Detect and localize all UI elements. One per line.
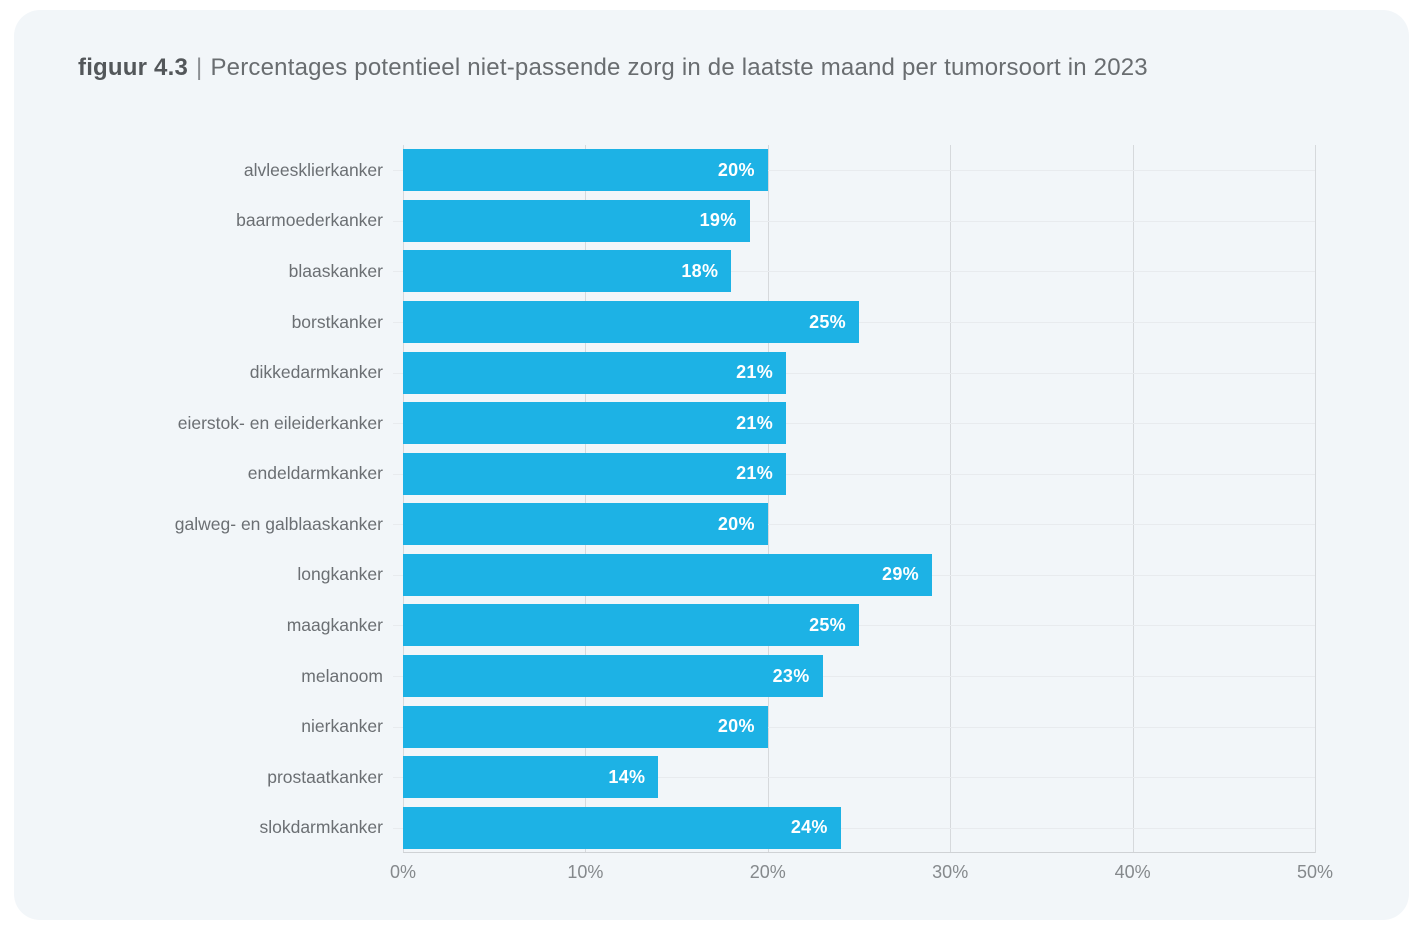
chart-body: alvleesklierkanker baarmoederkanker blaask… — [78, 145, 1316, 854]
x-tick-label: 40% — [1114, 862, 1151, 882]
bar-chart: alvleesklierkanker baarmoederkanker blaask… — [78, 145, 1333, 889]
bar-nierkanker[interactable]: 20% — [403, 705, 768, 748]
bar-borstkanker[interactable]: 25% — [403, 301, 859, 344]
category-label: borstkanker — [291, 311, 383, 332]
figure-title: figuur 4.3 | Percentages potentieel niet-p… — [78, 54, 1148, 82]
bar-value-label: 18% — [681, 260, 719, 281]
bar-value-label: 20% — [717, 159, 755, 180]
bar-row: 20% — [393, 499, 1315, 550]
bar-value-label: 21% — [736, 463, 774, 484]
bar-row: 25% — [393, 297, 1315, 348]
bar-baarmoederkanker[interactable]: 19% — [403, 199, 750, 242]
x-tick-label: 50% — [1296, 862, 1334, 882]
bar-value-label: 21% — [736, 412, 774, 433]
row-gridline — [393, 827, 1315, 829]
bar-value-label: 24% — [790, 817, 828, 838]
bar-row: 21% — [393, 347, 1315, 398]
value-axis: 0% 10% 20% 30% 40% 50% — [390, 853, 1333, 889]
bar-row: 25% — [393, 600, 1315, 651]
x-tick-label: 10% — [567, 862, 604, 882]
bar-row: 23% — [393, 651, 1315, 702]
row-gridline — [393, 220, 1315, 222]
category-label: eierstok- en eileiderkanker — [177, 412, 383, 433]
row-gridline — [393, 473, 1315, 475]
gridline-0% — [403, 145, 404, 853]
bar-slokdarmkanker[interactable]: 24% — [403, 806, 841, 849]
bar-row: 19% — [393, 196, 1315, 247]
gridline-50% — [1315, 145, 1316, 853]
category-label: galweg- en galblaaskanker — [174, 513, 383, 534]
x-tick-label: 20% — [749, 862, 786, 882]
bar-rows: 20% 19% 18% 25% 21% 21% 21% 20% 29% 25% 23% 20% 14% 2… — [393, 145, 1315, 854]
bar-longkanker[interactable]: 29% — [403, 553, 932, 596]
bar-row: 29% — [393, 550, 1315, 601]
bar-value-label: 25% — [809, 614, 846, 635]
category-label: melanoom — [301, 665, 383, 686]
bar-row: 20% — [393, 701, 1315, 752]
plot-area: 20% 19% 18% 25% 21% 21% 21% 20% 29% 25% 23% 20% 14% 2… — [393, 145, 1316, 854]
title-text: Percentages potentieel niet-passende zor… — [210, 54, 1148, 81]
gridline-10% — [585, 145, 587, 853]
category-label: dikkedarmkanker — [249, 362, 383, 383]
bar-blaaskanker[interactable]: 18% — [403, 250, 732, 293]
bar-value-label: 23% — [772, 665, 810, 686]
bar-alvleesklierkanker[interactable]: 20% — [403, 149, 768, 192]
category-label: endeldarmkanker — [247, 463, 383, 484]
row-gridline — [393, 170, 1315, 172]
bar-row: 21% — [393, 398, 1315, 449]
gridline-30% — [950, 145, 952, 853]
category-label: slokdarmkanker — [259, 817, 383, 838]
bar-value-label: 14% — [608, 766, 646, 787]
row-gridline — [393, 726, 1315, 728]
title-separator: | — [196, 54, 203, 81]
x-tick-label: 0% — [389, 862, 417, 882]
bar-row: 24% — [393, 803, 1315, 854]
x-axis-line — [403, 852, 1315, 853]
bar-maagkanker[interactable]: 25% — [403, 604, 859, 647]
figure-panel: figuur 4.3 | Percentages potentieel niet-p… — [14, 10, 1409, 920]
bar-value-label: 29% — [882, 564, 919, 585]
row-gridline — [393, 524, 1315, 526]
category-axis: alvleesklierkanker baarmoederkanker blaask… — [78, 145, 403, 853]
gridline-40% — [1132, 145, 1134, 853]
bar-dikkedarmkanker[interactable]: 21% — [403, 351, 787, 394]
row-gridline — [393, 676, 1315, 678]
bar-endeldarmkanker[interactable]: 21% — [403, 452, 787, 495]
row-gridline — [393, 423, 1315, 425]
gridline-20% — [767, 145, 769, 853]
bar-value-label: 19% — [699, 210, 737, 231]
category-label: prostaatkanker — [267, 766, 383, 787]
bar-value-label: 25% — [809, 311, 846, 332]
bar-row: 18% — [393, 246, 1315, 297]
row-gridline — [393, 372, 1315, 374]
bar-melanoom[interactable]: 23% — [403, 655, 823, 698]
row-gridline — [393, 271, 1315, 273]
bar-prostaatkanker[interactable]: 14% — [403, 756, 659, 799]
bar-eierstok- en eileiderkanker[interactable]: 21% — [403, 402, 787, 445]
bar-row: 21% — [393, 448, 1315, 499]
bar-row: 14% — [393, 752, 1315, 803]
category-label: baarmoederkanker — [236, 210, 383, 231]
category-label: nierkanker — [301, 716, 383, 737]
figure-number: figuur 4.3 — [78, 54, 189, 81]
category-label: longkanker — [297, 564, 383, 585]
bar-value-label: 20% — [717, 716, 755, 737]
row-gridline — [393, 777, 1315, 779]
bar-value-label: 21% — [736, 362, 774, 383]
category-label: maagkanker — [286, 614, 383, 635]
category-label: blaaskanker — [288, 260, 383, 281]
x-tick-label: 30% — [932, 862, 969, 882]
bar-value-label: 20% — [717, 513, 755, 534]
bar-galweg- en galblaaskanker[interactable]: 20% — [403, 503, 768, 546]
bar-row: 20% — [393, 145, 1315, 196]
category-label: alvleesklierkanker — [243, 159, 383, 180]
